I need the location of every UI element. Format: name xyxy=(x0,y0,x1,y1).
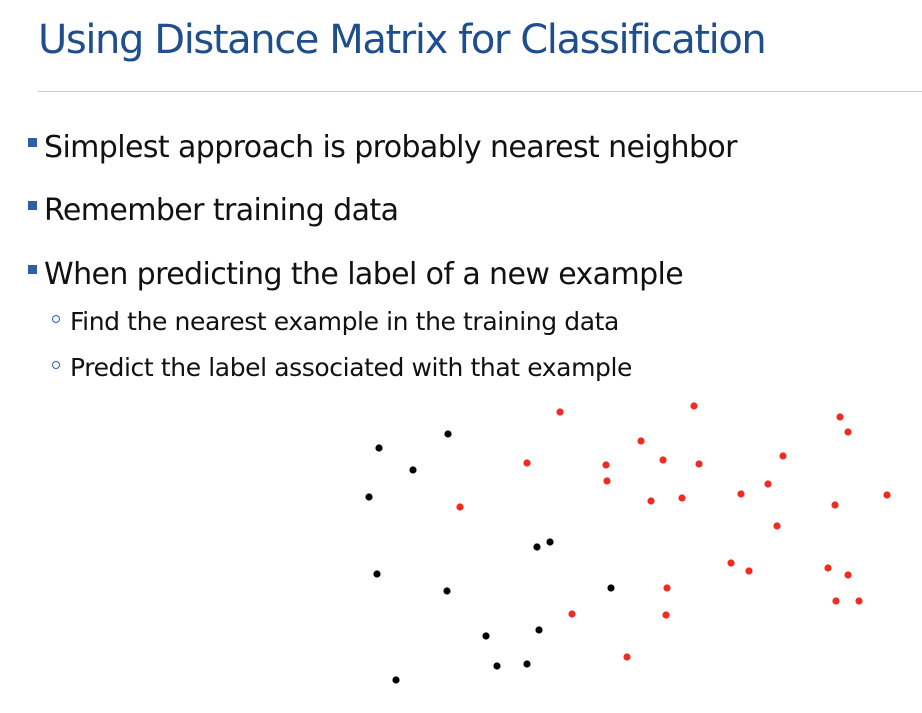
sub-bullet-text: Predict the label associated with that e… xyxy=(70,353,633,382)
scatter-series xyxy=(456,402,891,661)
scatter-point xyxy=(546,538,554,546)
scatter-point xyxy=(535,626,543,634)
sub-bullet-text: Find the nearest example in the training… xyxy=(70,307,619,336)
bullet-item: Remember training data xyxy=(28,191,399,231)
scatter-point xyxy=(690,402,698,410)
scatter-point xyxy=(647,497,655,505)
scatter-point xyxy=(444,430,452,438)
scatter-point xyxy=(883,491,891,499)
scatter-point xyxy=(727,559,735,567)
scatter-point xyxy=(832,597,840,605)
scatter-point xyxy=(456,503,464,511)
bullet-text: Remember training data xyxy=(44,193,399,228)
scatter-point xyxy=(568,610,576,618)
circle-bullet-icon xyxy=(52,361,60,369)
scatter-point xyxy=(409,466,417,474)
scatter-point xyxy=(637,437,645,445)
title-divider xyxy=(38,91,922,92)
sub-bullet-item: Find the nearest example in the training… xyxy=(52,305,619,339)
scatter-point xyxy=(482,632,490,640)
scatter-point xyxy=(678,494,686,502)
scatter-point xyxy=(443,587,451,595)
sub-bullet-item: Predict the label associated with that e… xyxy=(52,351,632,385)
scatter-point xyxy=(365,493,373,501)
square-bullet-icon xyxy=(28,265,37,274)
scatter-point xyxy=(523,459,531,467)
scatter-series xyxy=(365,430,615,684)
bullet-text: Simplest approach is probably nearest ne… xyxy=(44,130,737,165)
scatter-point xyxy=(764,480,772,488)
circle-bullet-icon xyxy=(52,315,60,323)
square-bullet-icon xyxy=(28,138,37,147)
scatter-point xyxy=(523,660,531,668)
scatter-point xyxy=(392,676,400,684)
scatter-point xyxy=(375,444,383,452)
bullet-text: When predicting the label of a new examp… xyxy=(44,257,684,292)
scatter-point xyxy=(373,570,381,578)
scatter-point xyxy=(836,413,844,421)
scatter-point xyxy=(779,452,787,460)
scatter-point xyxy=(844,428,852,436)
scatter-point xyxy=(533,543,541,551)
scatter-point xyxy=(659,456,667,464)
scatter-point xyxy=(737,490,745,498)
scatter-point xyxy=(695,460,703,468)
scatter-point xyxy=(607,584,615,592)
scatter-point xyxy=(603,477,611,485)
scatter-point xyxy=(623,653,631,661)
scatter-point xyxy=(556,408,564,416)
scatter-point xyxy=(844,571,852,579)
scatter-point xyxy=(663,584,671,592)
bullet-item: When predicting the label of a new examp… xyxy=(28,255,684,295)
scatter-point xyxy=(493,662,501,670)
square-bullet-icon xyxy=(28,201,37,210)
bullet-list: Simplest approach is probably nearest ne… xyxy=(28,128,737,385)
slide-title: Using Distance Matrix for Classification xyxy=(38,17,767,63)
scatter-point xyxy=(602,461,610,469)
bullet-item: Simplest approach is probably nearest ne… xyxy=(28,128,737,168)
scatter-point xyxy=(855,597,863,605)
scatter-point xyxy=(662,611,670,619)
scatter-point xyxy=(745,567,753,575)
scatter-point xyxy=(824,564,832,572)
scatter-point xyxy=(773,522,781,530)
scatter-point xyxy=(831,501,839,509)
